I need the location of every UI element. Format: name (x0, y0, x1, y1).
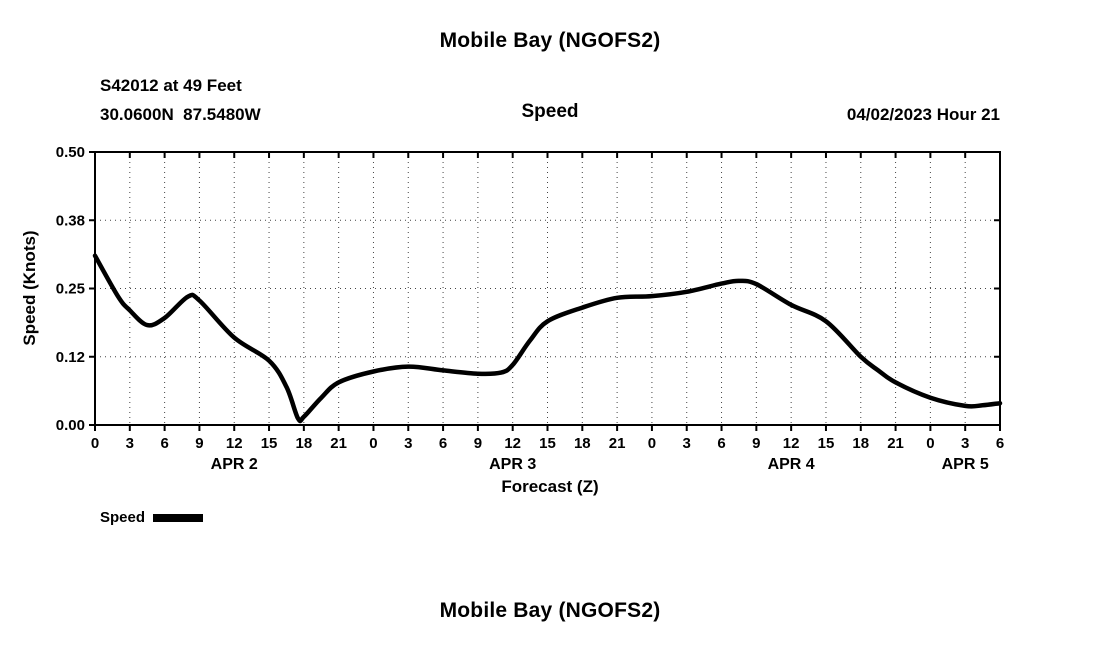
x-tick-label: 0 (91, 435, 99, 452)
x-tick-label: 6 (160, 435, 168, 452)
forecast-datetime: 04/02/2023 Hour 21 (846, 105, 1000, 124)
x-tick-label: 18 (852, 435, 869, 452)
x-tick-label: 15 (818, 435, 835, 452)
x-tick-label: 6 (717, 435, 725, 452)
x-tick-label: 18 (574, 435, 591, 452)
x-tick-label: 15 (261, 435, 278, 452)
x-tick-label: 3 (126, 435, 134, 452)
x-tick-label: 0 (369, 435, 377, 452)
day-label: APR 4 (768, 456, 815, 473)
y-tick-label: 0.12 (56, 349, 85, 366)
x-tick-label: 12 (226, 435, 243, 452)
x-tick-label: 12 (783, 435, 800, 452)
x-tick-label: 3 (961, 435, 969, 452)
plot-title: Speed (521, 101, 579, 122)
x-tick-label: 9 (195, 435, 203, 452)
station-label: S42012 at 49 Feet (100, 76, 242, 95)
x-tick-label: 3 (404, 435, 412, 452)
x-tick-label: 18 (296, 435, 313, 452)
page-title: Mobile Bay (NGOFS2) (439, 29, 661, 52)
x-tick-label: 0 (926, 435, 934, 452)
legend-line-swatch (153, 513, 204, 522)
x-tick-label: 3 (683, 435, 691, 452)
day-label: APR 3 (489, 456, 536, 473)
y-tick-label: 0.00 (56, 417, 85, 434)
x-tick-label: 0 (648, 435, 656, 452)
x-tick-label: 6 (439, 435, 447, 452)
station-coordinates: 30.0600N 87.5480W (100, 105, 261, 124)
x-tick-label: 15 (539, 435, 556, 452)
x-tick-label: 9 (752, 435, 760, 452)
chart-legend: Speed (100, 509, 204, 526)
x-axis-label: Forecast (Z) (501, 477, 599, 496)
x-tick-label: 21 (887, 435, 904, 452)
legend-label: Speed (100, 509, 146, 526)
plot-frame (94, 151, 1001, 426)
speed-line (92, 253, 1003, 424)
day-label: APR 5 (942, 456, 989, 473)
y-tick-label: 0.50 (56, 144, 85, 161)
y-tick-label: 0.25 (56, 281, 85, 298)
day-label: APR 2 (211, 456, 258, 473)
x-tick-label: 21 (330, 435, 347, 452)
y-tick-label: 0.38 (56, 212, 85, 229)
x-tick-label: 12 (504, 435, 521, 452)
x-tick-label: 9 (474, 435, 482, 452)
x-tick-label: 21 (609, 435, 626, 452)
x-tick-label: 6 (996, 435, 1004, 452)
next-page-title: Mobile Bay (NGOFS2) (439, 599, 661, 622)
